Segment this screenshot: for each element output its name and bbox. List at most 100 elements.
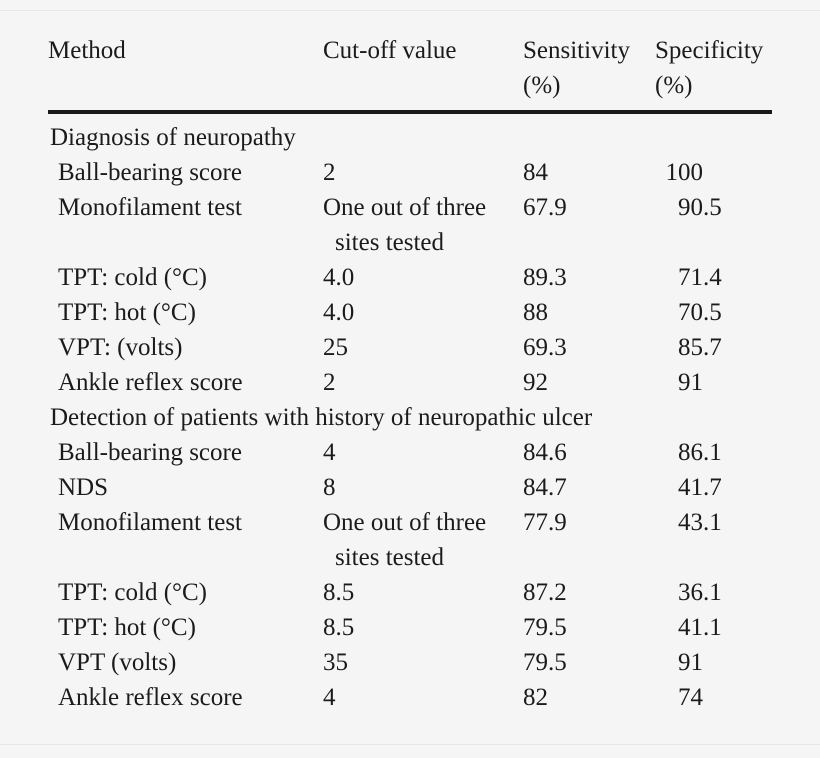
method-cell: VPT: (volts) (58, 334, 183, 361)
column-header-specificity: Specificity (%) (655, 33, 772, 103)
section-title: Diagnosis of neuropathy (50, 124, 296, 151)
method-cell: Ball-bearing score (58, 439, 242, 466)
specificity-integer: 41 (678, 614, 703, 641)
specificity-integer: 100 (665, 159, 704, 186)
sensitivity-cell: 77.9 (523, 509, 567, 536)
table-row: NDS 8 84.7 41.7 (48, 470, 772, 505)
specificity-fraction: .1 (703, 439, 722, 466)
table-top-rule (0, 10, 820, 11)
specificity-integer: 74 (678, 684, 703, 711)
cutoff-cell: 2 (323, 365, 523, 400)
specificity-cell: 91 (655, 645, 772, 680)
sensitivity-cell: 84.6 (523, 439, 567, 466)
method-cell: TPT: hot (°C) (58, 299, 196, 326)
table-body: Diagnosis of neuropathy Ball-bearing scor… (48, 120, 772, 715)
table-bottom-rule (0, 744, 820, 745)
specificity-fraction: .1 (703, 509, 722, 536)
cutoff-cell: 4.0 (323, 295, 523, 330)
specificity-integer: 85 (678, 334, 703, 361)
cutoff-cell: One out of three sites tested (323, 505, 523, 575)
table-row: Ankle reflex score 4 82 74 (48, 680, 772, 715)
section-header-row: Detection of patients with history of ne… (48, 400, 772, 435)
sensitivity-cell: 92 (523, 369, 548, 396)
sensitivity-cell: 84.7 (523, 474, 567, 501)
cutoff-line: 8.5 (323, 614, 355, 641)
cutoff-cell: 35 (323, 645, 523, 680)
table-row: VPT (volts) 35 79.5 91 (48, 645, 772, 680)
specificity-cell: 41.7 (655, 470, 772, 505)
table-row: Monofilament test One out of three sites t… (48, 190, 772, 260)
column-header-cutoff-label: Cut-off value (323, 37, 457, 64)
table-row: TPT: cold (°C) 4.0 89.3 71.4 (48, 260, 772, 295)
method-cell: TPT: hot (°C) (58, 614, 196, 641)
cutoff-cell: 4.0 (323, 260, 523, 295)
sensitivity-cell: 67.9 (523, 194, 567, 221)
specificity-cell: 74 (655, 680, 772, 715)
sensitivity-cell: 69.3 (523, 334, 567, 361)
cutoff-cell: 4 (323, 680, 523, 715)
sensitivity-cell: 79.5 (523, 614, 567, 641)
method-cell: VPT (volts) (58, 649, 177, 676)
section-header-row: Diagnosis of neuropathy (48, 120, 772, 155)
method-cell: TPT: cold (°C) (58, 264, 208, 291)
cutoff-line: 8 (323, 474, 336, 501)
column-header-sensitivity-label: Sensitivity (523, 37, 630, 64)
cutoff-line: 2 (323, 369, 336, 396)
specificity-fraction: .5 (703, 299, 722, 326)
cutoff-cell: 8.5 (323, 575, 523, 610)
specificity-integer: 71 (678, 264, 703, 291)
specificity-cell: 71.4 (655, 260, 772, 295)
sensitivity-cell: 84 (523, 159, 548, 186)
table-row: VPT: (volts) 25 69.3 85.7 (48, 330, 772, 365)
specificity-fraction: .7 (703, 334, 722, 361)
cutoff-line: 4.0 (323, 264, 355, 291)
specificity-cell: 91 (655, 365, 772, 400)
table-row: Monofilament test One out of three sites t… (48, 505, 772, 575)
specificity-cell: 36.1 (655, 575, 772, 610)
cutoff-line: One out of three (323, 194, 487, 221)
cutoff-line: 4 (323, 439, 336, 466)
specificity-integer: 91 (678, 649, 703, 676)
specificity-fraction: .1 (703, 579, 722, 606)
table-header-row: Method Cut-off value Sensitivity (%) Spe… (48, 33, 772, 103)
method-cell: Monofilament test (58, 194, 242, 221)
specificity-cell: 86.1 (655, 435, 772, 470)
cutoff-cell: One out of three sites tested (323, 190, 523, 260)
table-row: Ball-bearing score 2 84 100 (48, 155, 772, 190)
cutoff-line: 4 (323, 684, 336, 711)
sensitivity-cell: 82 (523, 684, 548, 711)
specificity-cell: 41.1 (655, 610, 772, 645)
column-header-method: Method (48, 33, 323, 68)
table-row: Ankle reflex score 2 92 91 (48, 365, 772, 400)
specificity-integer: 90 (678, 194, 703, 221)
table-row: TPT: hot (°C) 8.5 79.5 41.1 (48, 610, 772, 645)
cutoff-line: 35 (323, 649, 348, 676)
method-cell: Ball-bearing score (58, 159, 242, 186)
method-cell: Ankle reflex score (58, 684, 243, 711)
cutoff-line: 8.5 (323, 579, 355, 606)
specificity-fraction: .4 (703, 264, 722, 291)
sensitivity-cell: 89.3 (523, 264, 567, 291)
column-header-sensitivity: Sensitivity (%) (523, 33, 655, 103)
column-header-cutoff: Cut-off value (323, 33, 523, 68)
cutoff-cell: 25 (323, 330, 523, 365)
specificity-integer: 36 (678, 579, 703, 606)
cutoff-line: 2 (323, 159, 336, 186)
specificity-fraction: .7 (703, 474, 722, 501)
specificity-integer: 91 (678, 369, 703, 396)
cutoff-line: sites tested (335, 544, 445, 571)
specificity-cell: 100 (655, 155, 772, 190)
column-header-specificity-label: Specificity (655, 37, 764, 64)
cutoff-cell: 2 (323, 155, 523, 190)
sensitivity-cell: 79.5 (523, 649, 567, 676)
column-header-method-label: Method (48, 37, 126, 64)
sensitivity-cell: 88 (523, 299, 548, 326)
cutoff-line: 25 (323, 334, 348, 361)
specificity-integer: 43 (678, 509, 703, 536)
specificity-cell: 70.5 (655, 295, 772, 330)
specificity-cell: 43.1 (655, 505, 772, 540)
specificity-cell: 90.5 (655, 190, 772, 225)
method-cell: Monofilament test (58, 509, 242, 536)
table-row: Ball-bearing score 4 84.6 86.1 (48, 435, 772, 470)
column-header-specificity-unit: (%) (655, 72, 693, 99)
